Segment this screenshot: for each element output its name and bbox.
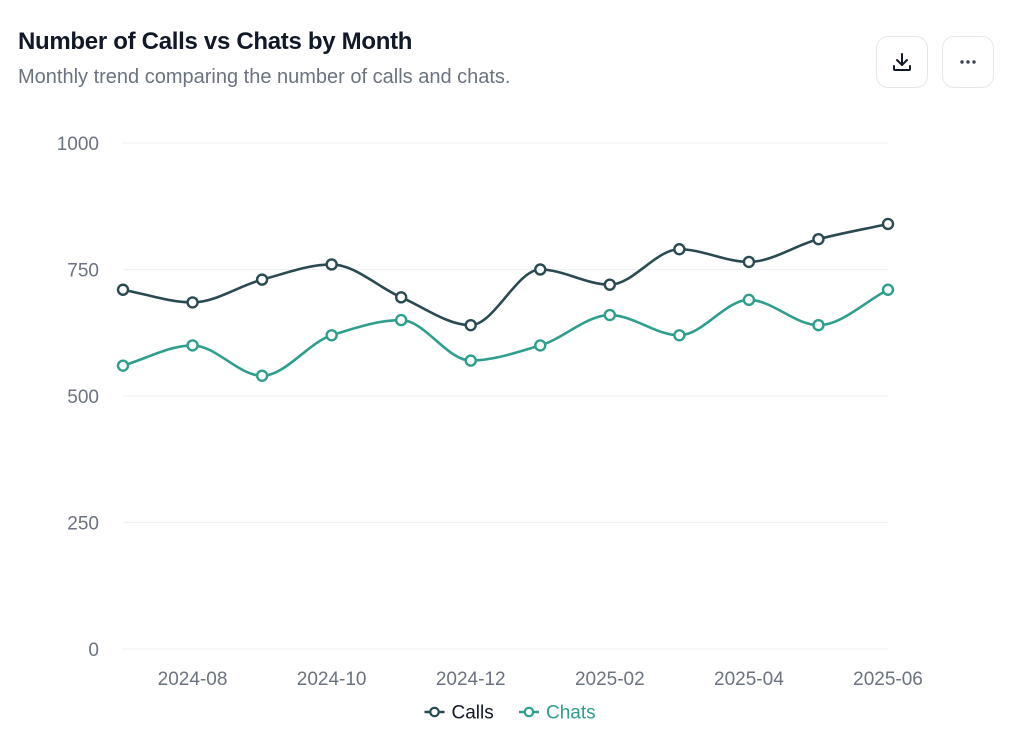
calls-point [742, 255, 756, 269]
x-tick-label: 2024-12 [436, 669, 506, 690]
calls-point [464, 318, 477, 332]
download-icon [893, 53, 911, 71]
chats-point [255, 369, 269, 382]
calls-point [812, 232, 825, 246]
y-tick-label: 750 [67, 261, 99, 282]
x-tick-label: 2025-04 [714, 669, 784, 690]
chats-point [812, 318, 825, 332]
chats-point [116, 359, 130, 372]
chats-point [186, 339, 199, 352]
chats-point [394, 313, 408, 327]
x-axis: 2024-08 2024-10 2024-12 2025-02 2025-04 2025-… [158, 669, 923, 690]
chats-point [881, 283, 895, 296]
calls-point [186, 296, 199, 309]
legend-label-calls: Calls [452, 703, 494, 724]
more-options-button[interactable] [942, 36, 994, 88]
x-tick-label: 2025-02 [575, 669, 645, 690]
legend: Calls Chats [424, 703, 596, 724]
more-horizontal-icon [960, 60, 976, 64]
chats-point [325, 329, 338, 342]
y-tick-label: 500 [67, 387, 99, 408]
x-tick-label: 2024-10 [297, 669, 367, 690]
y-tick-label: 250 [67, 514, 99, 535]
legend-marker-icon [523, 706, 535, 718]
calls-point [603, 278, 617, 291]
chats-point [673, 329, 686, 342]
calls-point [116, 283, 130, 296]
calls-point [673, 243, 686, 256]
y-grid: 0 250 500 750 1000 [57, 134, 888, 661]
y-tick-label: 0 [88, 640, 99, 661]
chats-point [603, 308, 617, 322]
x-tick-label: 2025-06 [853, 669, 923, 690]
chart-subtitle: Monthly trend comparing the number of ca… [18, 66, 511, 88]
chats-point [742, 293, 756, 307]
chats-series [116, 283, 895, 382]
legend-item-chats[interactable]: Chats [519, 703, 596, 724]
calls-line [121, 222, 890, 327]
legend-marker-icon [429, 706, 440, 718]
x-tick-label: 2024-08 [158, 669, 228, 690]
calls-series [116, 217, 895, 332]
chats-point [464, 354, 477, 367]
chats-point [534, 339, 547, 352]
legend-label-chats: Chats [546, 703, 596, 724]
calls-point [255, 273, 269, 286]
y-tick-label: 1000 [57, 134, 99, 155]
download-button[interactable] [876, 36, 928, 88]
chats-line [121, 288, 890, 378]
calls-point [881, 217, 895, 231]
legend-item-calls[interactable]: Calls [424, 703, 494, 724]
chart-title: Number of Calls vs Chats by Month [18, 28, 413, 55]
calls-point [325, 258, 338, 271]
calls-point [394, 291, 408, 304]
calls-point [534, 263, 547, 276]
